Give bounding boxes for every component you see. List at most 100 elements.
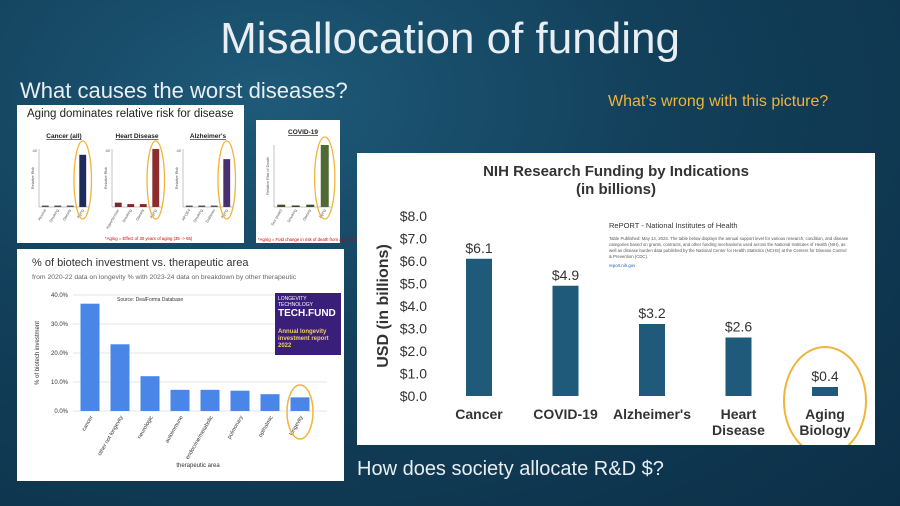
category-label: pulmonary [227,415,245,440]
mini-bar [66,205,74,207]
category-label: Heart [721,406,757,422]
y-axis-label: Relative Risk [31,167,35,189]
y-tick-label: 30.0% [51,322,69,328]
mini-category-label: Obesity [62,208,72,221]
data-label: $3.2 [638,305,665,321]
mini-category-label: Aging [318,209,326,219]
bar [260,394,280,411]
risk-panel-title: Aging dominates relative risk for diseas… [27,108,234,120]
highlight-oval [146,140,166,220]
highlight-oval [313,136,336,220]
y-tick-label: $1.0 [400,366,427,382]
data-label: $4.9 [552,267,579,283]
report-body: Table Published: May 14, 2024. The table… [609,236,849,259]
risk-panel: Aging dominates relative risk for diseas… [17,105,244,243]
y-tick-label: $0.0 [400,388,427,404]
bar [466,258,492,396]
question-heading: What causes the worst diseases? [20,78,348,103]
nih-title-line2: (in billions) [576,181,656,198]
mini-bar [79,154,87,207]
y-axis-label: Relative Risk [104,167,108,189]
mini-category-label: Obesity [135,208,145,221]
mini-chart-title: Alzheimer's [190,133,227,140]
biotech-chart: 0.0% 10.0% 20.0% 30.0% 40.0% % of biotech inv… [35,293,327,469]
mini-category-label: Aging [220,209,228,219]
category-label: opthalmic [258,415,275,439]
y-tick-label: $8.0 [400,208,427,224]
whats-wrong-callout: What’s wrong with this picture? [608,93,829,110]
covid-mini-chart: COVID-19 Relative Risk of Death Sex (male)… [266,129,336,227]
mini-chart-title: Cancer (all) [46,133,81,140]
y-axis-label: % of biotech investment [35,321,41,385]
highlight-oval [286,384,314,440]
bar [552,285,579,396]
mini-category-label: Smoking [287,209,298,224]
bar [140,376,160,411]
inset-brand: LONGEVITY TECHNOLOGY [278,296,314,308]
category-label: Alzheimer's [613,406,691,422]
mini-category-label: APOE4 [181,209,191,222]
y-tick-label: $6.0 [400,253,427,269]
slide-title: Misallocation of funding [220,14,680,63]
mini-category-label: Alcohol [37,208,47,221]
y-tick-label: 40 [33,148,38,153]
data-label: $6.1 [465,240,492,256]
mini-bar [127,204,135,207]
biotech-subtitle: from 2020-22 data on longevity % with 20… [32,274,297,281]
mini-bar [277,204,286,207]
mini-chart-title: Heart Disease [116,133,159,140]
covid-risk-panel: COVID-19 Relative Risk of Death Sex (male)… [256,120,363,243]
category-label: longevity [289,415,305,437]
risk-mini-charts: Cancer (all) 40 Relative Risk Alcohol Smokin… [31,133,237,230]
mini-category-label: Sex (male) [270,208,283,227]
report-snippet: RePORT - National Institutes of Health T… [609,221,849,268]
category-label: other not longevity [97,415,125,457]
y-tick-label: $4.0 [400,298,427,314]
society-question: How does society allocate R&D $? [357,458,664,480]
y-axis-label: USD (in billions) [375,244,392,368]
highlight-oval [73,140,93,220]
covid-footnote: *Aging = Fold change in risk of death fr… [258,237,364,242]
y-tick-label: $5.0 [400,276,427,292]
y-tick-label: 40 [106,148,111,153]
mini-chart-title: COVID-19 [288,129,318,136]
y-tick-label: $2.0 [400,343,427,359]
y-tick-label: 40 [177,148,182,153]
y-axis-label: Relative Risk [175,167,179,189]
bar [812,387,838,396]
data-label: $2.6 [725,319,752,335]
category-label: Aging [805,406,845,422]
biotech-panel: % of biotech investment vs. therapeutic … [17,249,344,481]
bar [639,324,665,396]
category-label: endocrine/metabolic [185,415,215,461]
source-note: Source: DealForma Database [117,297,183,303]
highlight-oval [217,140,237,220]
mini-category-label: Obesity [302,208,312,221]
y-axis-label: Relative Risk of Death [266,157,270,195]
mini-category-label: Aging [76,209,84,219]
mini-bar [54,205,62,207]
mini-bar [185,205,193,207]
y-tick-label: 40.0% [51,293,69,299]
bar [200,389,220,411]
report-header: RePORT - National Institutes of Health [609,221,738,230]
mini-bar [139,204,147,207]
mini-bar [41,205,49,207]
y-tick-label: 20.0% [51,351,69,357]
nih-funding-panel: NIH Research Funding by Indications (in … [357,153,875,445]
category-label: neurologic [137,415,155,440]
mini-bar [198,205,206,207]
mini-bar [210,205,218,207]
bar [230,390,250,411]
mini-category-label: Smoking [49,209,60,224]
category-label: Biology [799,422,851,438]
inset-report-title: Annual longevity investment report 2022 [278,329,329,349]
mini-bar [152,149,160,207]
mini-category-label: Diabetes [205,208,216,223]
data-label: $0.4 [811,368,838,384]
mini-category-label: Hypertension [105,209,120,230]
mini-bar [306,204,315,207]
bar [725,337,752,396]
report-link[interactable]: report.nih.gov [609,263,636,268]
y-tick-label: $7.0 [400,231,427,247]
